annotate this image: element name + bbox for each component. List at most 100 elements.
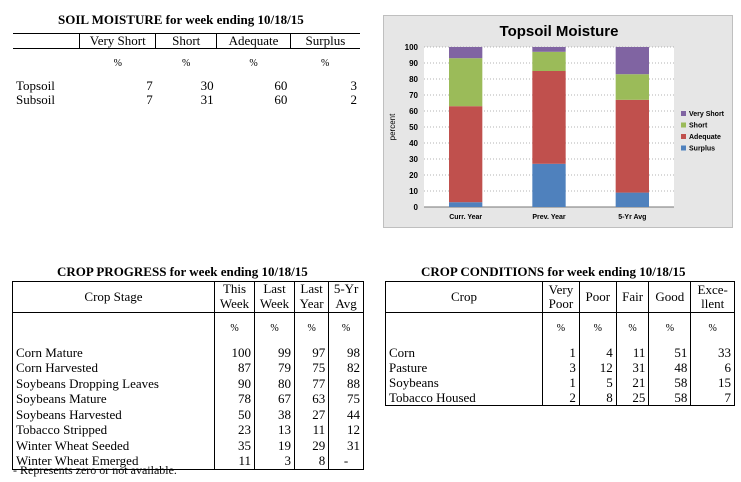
chart-y-tick-label: 0 bbox=[414, 203, 419, 212]
soil-cell: 31 bbox=[200, 92, 214, 107]
conditions-row-label: Corn bbox=[385, 345, 543, 360]
chart-bar-segment-very-short bbox=[615, 47, 649, 75]
crop-progress-title: CROP PROGRESS for week ending 10/18/15 bbox=[57, 264, 308, 279]
progress-pct: % bbox=[328, 312, 364, 345]
conditions-col-header-line1: Exce- bbox=[697, 282, 728, 297]
conditions-col-header: Good bbox=[648, 281, 691, 313]
progress-cell: 75 bbox=[294, 360, 329, 376]
conditions-cell: 12 bbox=[578, 360, 617, 375]
progress-cell: 78 bbox=[213, 391, 255, 407]
soil-moisture-title: SOIL MOISTURE for week ending 10/18/15 bbox=[58, 12, 304, 27]
progress-col-header: 5-Yr bbox=[328, 281, 364, 296]
conditions-pct: % bbox=[578, 312, 617, 345]
soil-pct-row: % % % % bbox=[13, 49, 360, 80]
chart-svg: Topsoil Moisture 0 10 20 30 40 50 60 70 80 90 100 pe… bbox=[388, 23, 725, 221]
conditions-col-header-line2: llent bbox=[701, 296, 725, 311]
conditions-cell: 1 bbox=[542, 345, 580, 360]
progress-header-row-1: Crop Stage This Last Last 5-Yr bbox=[12, 281, 364, 313]
soil-pct: % bbox=[249, 58, 258, 69]
conditions-cell: 15 bbox=[690, 375, 735, 390]
progress-col-header: Year bbox=[294, 296, 329, 313]
progress-cell: 67 bbox=[254, 391, 295, 407]
topsoil-moisture-chart: Topsoil Moisture 0 10 20 30 40 50 60 70 80 90 100 pe… bbox=[383, 15, 733, 228]
conditions-cell: 4 bbox=[578, 345, 617, 360]
progress-cell: 88 bbox=[328, 376, 364, 392]
conditions-crop-header: Crop bbox=[385, 281, 543, 313]
conditions-col-header: Poor bbox=[578, 281, 617, 313]
progress-cell: 29 bbox=[294, 438, 329, 454]
chart-y-axis-label: percent bbox=[388, 113, 397, 140]
conditions-row: Tobacco Housed 2 8 25 58 7 bbox=[385, 390, 735, 406]
conditions-header-row: Crop Very Poor Poor Fair Good Exce- llen… bbox=[385, 281, 735, 313]
progress-col-header: Last bbox=[294, 281, 329, 296]
conditions-cell: 7 bbox=[690, 390, 735, 406]
soil-pct: % bbox=[113, 58, 122, 69]
conditions-row: Pasture 3 12 31 48 6 bbox=[385, 360, 735, 375]
conditions-cell: 58 bbox=[648, 375, 691, 390]
soil-row-subsoil: Subsoil 7 31 60 2 bbox=[13, 93, 360, 107]
conditions-col-header: Fair bbox=[615, 281, 649, 313]
soil-cell: 60 bbox=[274, 92, 288, 107]
chart-legend-swatch bbox=[681, 134, 686, 139]
progress-cell: 11 bbox=[294, 422, 329, 438]
progress-cell: 75 bbox=[328, 391, 364, 407]
progress-row-label: Soybeans Harvested bbox=[12, 407, 215, 423]
soil-moisture-table: Very Short Short Adequate Surplus % % % … bbox=[13, 33, 360, 107]
progress-row: Soybeans Mature 78 67 63 75 bbox=[12, 391, 364, 407]
progress-cell: 44 bbox=[328, 407, 364, 423]
progress-cell: 82 bbox=[328, 360, 364, 376]
chart-x-tick-label: 5-Yr Avg bbox=[618, 214, 646, 221]
progress-row-label: Soybeans Mature bbox=[12, 391, 215, 407]
progress-row-label: Winter Wheat Seeded bbox=[12, 438, 215, 454]
progress-row: Tobacco Stripped 23 13 11 12 bbox=[12, 422, 364, 438]
chart-bar-segment-surplus bbox=[615, 192, 649, 207]
chart-y-tick-label: 30 bbox=[409, 155, 418, 164]
soil-col-very-short: Very Short bbox=[79, 33, 156, 49]
progress-cell: 38 bbox=[254, 407, 295, 423]
soil-cell: 2 bbox=[350, 92, 358, 107]
soil-row-label: Topsoil bbox=[16, 78, 55, 93]
conditions-pct: % bbox=[648, 312, 691, 345]
progress-cell: 77 bbox=[294, 376, 329, 392]
progress-cell: 11 bbox=[213, 453, 255, 470]
progress-cell: 100 bbox=[213, 345, 255, 361]
chart-bar-segment-surplus bbox=[532, 163, 566, 207]
chart-legend-label: Short bbox=[689, 123, 708, 130]
progress-pct: % bbox=[213, 312, 255, 345]
soil-col-surplus: Surplus bbox=[289, 33, 360, 49]
soil-row-label: Subsoil bbox=[16, 92, 56, 107]
progress-cell: 50 bbox=[213, 407, 255, 423]
progress-cell: 99 bbox=[254, 345, 295, 361]
conditions-row-label: Pasture bbox=[385, 360, 543, 375]
chart-bar-segment-adequate bbox=[449, 106, 483, 203]
progress-cell: 98 bbox=[328, 345, 364, 361]
chart-x-tick-label: Curr. Year bbox=[449, 214, 482, 221]
chart-x-tick-label: Prev. Year bbox=[532, 214, 565, 221]
chart-title: Topsoil Moisture bbox=[500, 23, 619, 40]
chart-bar-segment-short bbox=[449, 58, 483, 107]
conditions-pct: % bbox=[542, 312, 580, 345]
progress-row-label: Tobacco Stripped bbox=[12, 422, 215, 438]
soil-header-row: Very Short Short Adequate Surplus bbox=[13, 33, 360, 49]
conditions-col-header-line1: Very bbox=[548, 282, 574, 297]
chart-legend-swatch bbox=[681, 145, 686, 151]
progress-pct: % bbox=[294, 312, 329, 345]
conditions-cell: 33 bbox=[690, 345, 735, 360]
chart-bar-segment-adequate bbox=[532, 71, 566, 164]
conditions-cell: 5 bbox=[578, 375, 617, 390]
conditions-cell: 3 bbox=[542, 360, 580, 375]
conditions-cell: 2 bbox=[542, 390, 580, 406]
progress-cell: 3 bbox=[254, 453, 295, 470]
progress-cell: 90 bbox=[213, 376, 255, 392]
progress-cell: 27 bbox=[294, 407, 329, 423]
conditions-col-header: Very Poor bbox=[542, 281, 580, 313]
chart-y-tick-label: 90 bbox=[409, 59, 418, 68]
conditions-cell: 58 bbox=[648, 390, 691, 406]
progress-col-header: Avg bbox=[328, 296, 364, 313]
crop-progress-table: Crop Stage This Last Last 5-Yr Week Week… bbox=[12, 281, 364, 470]
progress-row-label: Soybeans Dropping Leaves bbox=[12, 376, 215, 392]
crop-conditions-table: Crop Very Poor Poor Fair Good Exce- llen… bbox=[385, 281, 735, 406]
progress-cell: 35 bbox=[213, 438, 255, 454]
conditions-cell: 11 bbox=[615, 345, 649, 360]
chart-legend-label: Surplus bbox=[689, 146, 715, 153]
